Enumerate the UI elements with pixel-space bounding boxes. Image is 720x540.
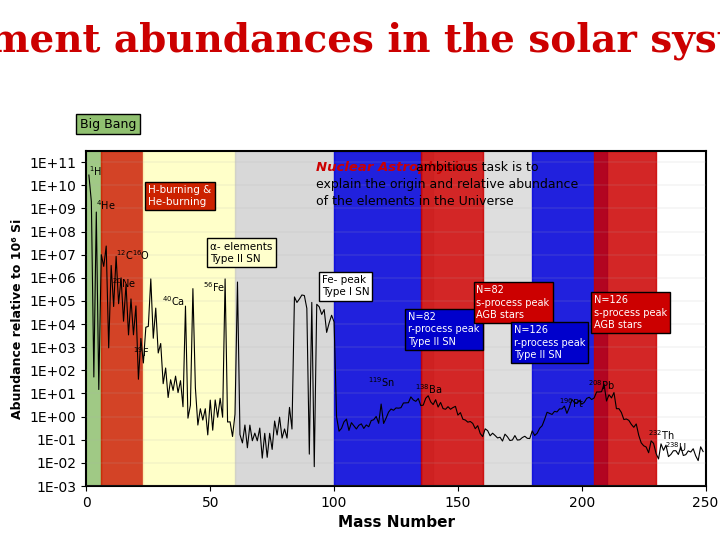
Text: $^{12}$C$^{16}$O: $^{12}$C$^{16}$O bbox=[116, 248, 150, 262]
Text: N=126
r-process peak
Type II SN: N=126 r-process peak Type II SN bbox=[513, 325, 585, 360]
Text: Fe- peak
Type I SN: Fe- peak Type I SN bbox=[322, 275, 369, 298]
Text: $^4$He: $^4$He bbox=[96, 198, 116, 212]
Text: $^{208}$Pb: $^{208}$Pb bbox=[588, 378, 615, 392]
Text: $^{20}$Ne: $^{20}$Ne bbox=[112, 276, 136, 290]
Text: Big Bang: Big Bang bbox=[80, 118, 137, 131]
X-axis label: Mass Number: Mass Number bbox=[338, 515, 454, 530]
Text: $^{40}$Ca: $^{40}$Ca bbox=[163, 294, 186, 308]
Text: N=126
s-process peak
AGB stars: N=126 s-process peak AGB stars bbox=[594, 295, 667, 330]
Text: Nuclear Astrophysics: Nuclear Astrophysics bbox=[315, 161, 473, 174]
Bar bbox=[420, 151, 482, 486]
Text: $^{56}$Fe: $^{56}$Fe bbox=[203, 280, 225, 294]
Y-axis label: Abundance relative to 10⁶ Si: Abundance relative to 10⁶ Si bbox=[11, 219, 24, 418]
Text: N=82
r-process peak
Type II SN: N=82 r-process peak Type II SN bbox=[408, 312, 480, 347]
Text: $^{119}$Sn: $^{119}$Sn bbox=[368, 376, 395, 389]
Text: $^{19}$F: $^{19}$F bbox=[133, 346, 150, 359]
Text: $^{138}$Ba: $^{138}$Ba bbox=[415, 382, 442, 396]
Bar bbox=[482, 151, 606, 486]
Text: $^{232}$Th: $^{232}$Th bbox=[647, 428, 675, 442]
Bar bbox=[334, 151, 420, 486]
Text: H-burning &
He-burning: H-burning & He-burning bbox=[148, 185, 212, 207]
Text: ambitious task is to
explain the origin and relative abundance
of the elements i: ambitious task is to explain the origin … bbox=[315, 161, 577, 208]
Bar bbox=[235, 151, 334, 486]
Bar bbox=[334, 151, 433, 486]
Text: α- elements
Type II SN: α- elements Type II SN bbox=[210, 241, 273, 264]
Text: $^{238}$U: $^{238}$U bbox=[665, 440, 687, 454]
Bar bbox=[102, 151, 143, 486]
Text: $^{196}$Pt: $^{196}$Pt bbox=[559, 396, 585, 410]
Bar bbox=[594, 151, 656, 486]
Text: N=82
s-process peak
AGB stars: N=82 s-process peak AGB stars bbox=[477, 285, 549, 320]
Text: $^1$H: $^1$H bbox=[89, 165, 102, 178]
Bar bbox=[532, 151, 606, 486]
Bar bbox=[86, 151, 102, 486]
Bar bbox=[143, 151, 235, 486]
Text: Element abundances in the solar system: Element abundances in the solar system bbox=[0, 22, 720, 60]
